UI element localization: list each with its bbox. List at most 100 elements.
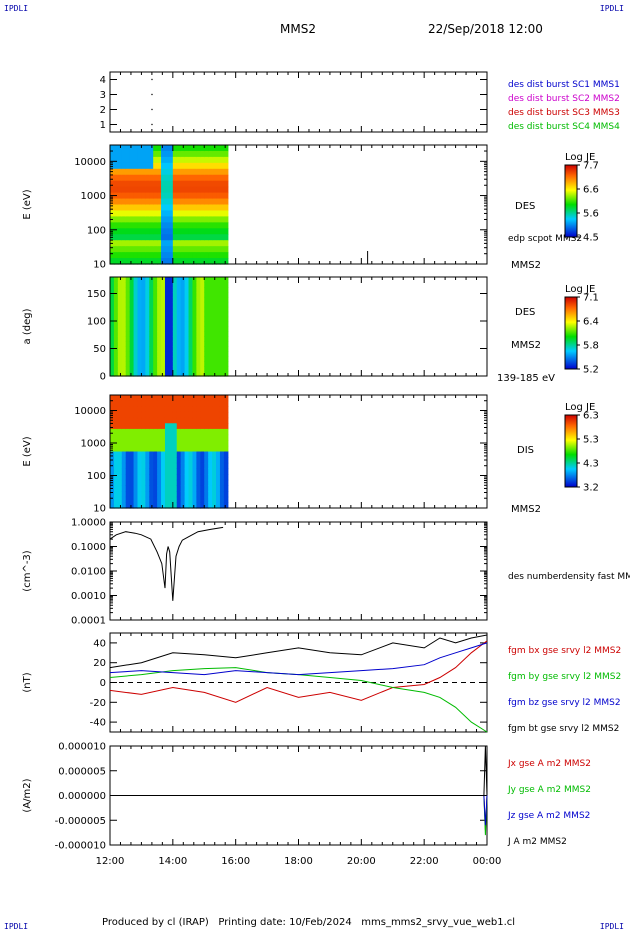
panel-dis-energy-cell xyxy=(137,400,143,407)
panel-des-pitch-cell xyxy=(223,277,229,283)
panel-dis-energy-cell xyxy=(212,474,217,481)
panel-des-energy-cell xyxy=(117,145,123,152)
panel-dis-energy-cell xyxy=(125,491,131,498)
panel-dis-energy-cell xyxy=(153,428,158,436)
panel-fgm-legend-2: fgm bz gse srvy l2 MMS2 xyxy=(508,698,621,708)
panel-des-energy-cell xyxy=(113,156,119,164)
panel-des-pitch-cell xyxy=(192,361,197,367)
panel-des-energy-cell xyxy=(125,174,131,182)
panel-dis-energy-cell xyxy=(200,406,205,413)
panel-des-pitch-cell xyxy=(223,291,229,298)
panel-dis-energy-cell xyxy=(196,462,201,470)
panel-des-energy-cell xyxy=(133,192,139,200)
panel-dis-energy-cell xyxy=(113,445,119,453)
panel-dis-energy-cell xyxy=(216,496,221,503)
panel-des-pitch-cell xyxy=(184,311,190,318)
panel-des-pitch-cell xyxy=(204,361,209,367)
panel-des-pitch-cell xyxy=(192,286,197,293)
panel-des-pitch-cell xyxy=(117,296,123,303)
panel-des-pitch-cell xyxy=(204,321,209,328)
panel-des-pitch-heatmap xyxy=(110,277,229,377)
panel-dis-energy-cell xyxy=(223,440,229,447)
panel-des-energy-cell xyxy=(125,222,131,229)
panel-des-pitch-cell xyxy=(212,306,217,313)
panel-dis-energy-cell xyxy=(168,395,174,402)
panel-des-pitch-cell xyxy=(172,366,178,372)
panel-des-pitch-cell xyxy=(219,366,225,372)
panel-des-energy-cell xyxy=(200,180,205,188)
panel-des-pitch-cell xyxy=(157,301,162,308)
panel-dis-energy-cell xyxy=(164,502,170,509)
panel-dis-energy-cell xyxy=(200,395,205,402)
panel-des-energy-cell xyxy=(110,204,115,212)
panel-des-energy-cell xyxy=(125,198,131,206)
panel-des-pitch-cell xyxy=(192,277,197,283)
panel-des-pitch-cell xyxy=(223,371,229,377)
panel-dis-energy-cell xyxy=(176,502,182,509)
panel-des-energy-cell xyxy=(121,168,127,176)
panel-dis-energy-cell xyxy=(145,496,150,503)
panel-des-pitch-cell xyxy=(208,331,213,337)
panel-dis-energy-cell xyxy=(172,457,178,464)
panel-des-energy-cell xyxy=(129,258,135,265)
panel-des-energy-cell xyxy=(223,150,229,158)
panel-dis-energy-cell xyxy=(212,496,217,503)
panel-des-pitch-cell xyxy=(125,351,131,357)
panel-des-pitch-ytick-label: 100 xyxy=(87,317,106,328)
panel-des-pitch-cell xyxy=(200,311,205,318)
panel-dis-energy-cell xyxy=(176,440,182,447)
panel-dis-energy-cell xyxy=(161,445,166,453)
panel-des-energy-cell xyxy=(121,216,127,223)
panel-dis-energy-cell xyxy=(196,479,201,486)
panel-des-pitch-cell xyxy=(208,321,213,328)
panel-des-energy-cell xyxy=(184,192,190,200)
panel-dis-energy-cell xyxy=(161,406,166,413)
panel-dis-energy-cell xyxy=(219,462,225,470)
panel-dis-energy-cell xyxy=(153,496,158,503)
panel-des-pitch-cell xyxy=(113,306,119,313)
panel-des-pitch-cell xyxy=(129,361,135,367)
panel-des-pitch-cell xyxy=(121,311,127,318)
panel-des-energy-cell xyxy=(212,210,217,217)
panel-des-pitch-cell xyxy=(161,371,166,377)
panel-dis-energy-cell xyxy=(164,462,170,470)
panel-des-pitch-cell xyxy=(172,306,178,313)
panel-burst-ytick-label: 1 xyxy=(100,120,106,131)
panel-des-energy-cell xyxy=(141,222,146,229)
panel-des-energy-cell xyxy=(149,192,154,200)
panel-des-pitch-cell xyxy=(176,321,182,328)
panel-density-frame xyxy=(109,521,488,621)
panel-dis-energy-cell xyxy=(164,457,170,464)
panel-des-pitch-cell xyxy=(168,296,174,303)
panel-des-pitch-cell xyxy=(184,291,190,298)
panel-dis-energy-colorbar-label-3: 3.2 xyxy=(583,483,599,494)
panel-des-pitch-cell xyxy=(204,306,209,313)
panel-dis-energy-cell xyxy=(113,462,119,470)
panel-des-energy-cell xyxy=(223,240,229,247)
panel-des-pitch-cell xyxy=(204,346,209,352)
panel-des-energy-cell xyxy=(180,222,186,229)
panel-des-pitch-cell xyxy=(129,311,135,318)
panel-des-pitch-cell xyxy=(133,341,139,347)
panel-dis-energy-cell xyxy=(192,423,197,430)
logo-bottom-left: IPDLI xyxy=(4,922,29,931)
panel-des-energy-cell xyxy=(157,168,162,176)
panel-des-energy-cell xyxy=(196,150,201,158)
panel-burst-point-0 xyxy=(151,78,153,81)
panel-dis-energy-heatmap xyxy=(110,395,229,509)
panel-dis-energy-cell xyxy=(180,406,186,413)
panel-des-energy-cell xyxy=(164,246,170,253)
panel-des-energy-cell xyxy=(117,228,123,235)
panel-des-pitch-cell xyxy=(192,356,197,362)
panel-dis-energy-cell xyxy=(161,417,166,424)
panel-dis-energy-cell xyxy=(145,491,150,498)
panel-des-pitch-cell xyxy=(141,321,146,328)
panel-dis-energy-cell xyxy=(219,485,225,492)
panel-dis-energy-cell xyxy=(196,406,201,413)
panel-des-energy-cell xyxy=(137,156,143,164)
panel-des-energy-cell xyxy=(129,186,135,194)
panel-dis-energy-cell xyxy=(176,457,182,464)
panel-des-pitch-cell xyxy=(188,336,194,342)
panel-des-energy-cell xyxy=(223,174,229,182)
panel-dis-energy-cell xyxy=(216,423,221,430)
